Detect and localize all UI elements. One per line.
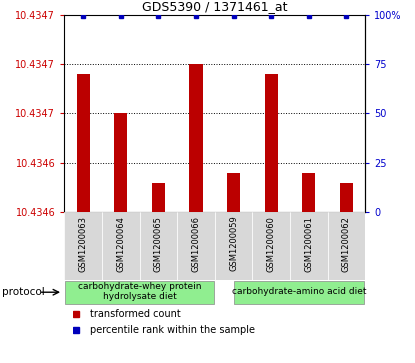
Bar — [65, 281, 214, 303]
Bar — [189, 64, 203, 212]
Bar — [177, 212, 215, 280]
Text: GSM1200062: GSM1200062 — [342, 216, 351, 272]
Bar — [302, 173, 315, 212]
Bar — [327, 212, 365, 280]
Text: GSM1200065: GSM1200065 — [154, 216, 163, 272]
Bar — [102, 212, 139, 280]
Text: carbohydrate-amino acid diet: carbohydrate-amino acid diet — [232, 287, 366, 296]
Bar — [252, 212, 290, 280]
Bar — [114, 114, 127, 212]
Text: carbohydrate-whey protein
hydrolysate diet: carbohydrate-whey protein hydrolysate di… — [78, 282, 201, 301]
Bar — [139, 212, 177, 280]
Text: GSM1200061: GSM1200061 — [304, 216, 313, 272]
Bar — [227, 173, 240, 212]
Bar — [76, 74, 90, 212]
Text: GSM1200064: GSM1200064 — [116, 216, 125, 272]
Bar — [64, 212, 102, 280]
Text: transformed count: transformed count — [90, 309, 181, 319]
Text: GSM1200059: GSM1200059 — [229, 216, 238, 272]
Text: GSM1200063: GSM1200063 — [78, 216, 88, 272]
Text: GSM1200066: GSM1200066 — [191, 216, 200, 272]
Bar — [265, 74, 278, 212]
Text: GSM1200060: GSM1200060 — [267, 216, 276, 272]
Title: GDS5390 / 1371461_at: GDS5390 / 1371461_at — [142, 0, 288, 13]
Bar — [152, 183, 165, 212]
Bar — [290, 212, 327, 280]
Bar — [340, 183, 353, 212]
Text: protocol: protocol — [2, 287, 45, 297]
Bar — [234, 281, 364, 303]
Text: percentile rank within the sample: percentile rank within the sample — [90, 325, 255, 335]
Bar — [215, 212, 252, 280]
